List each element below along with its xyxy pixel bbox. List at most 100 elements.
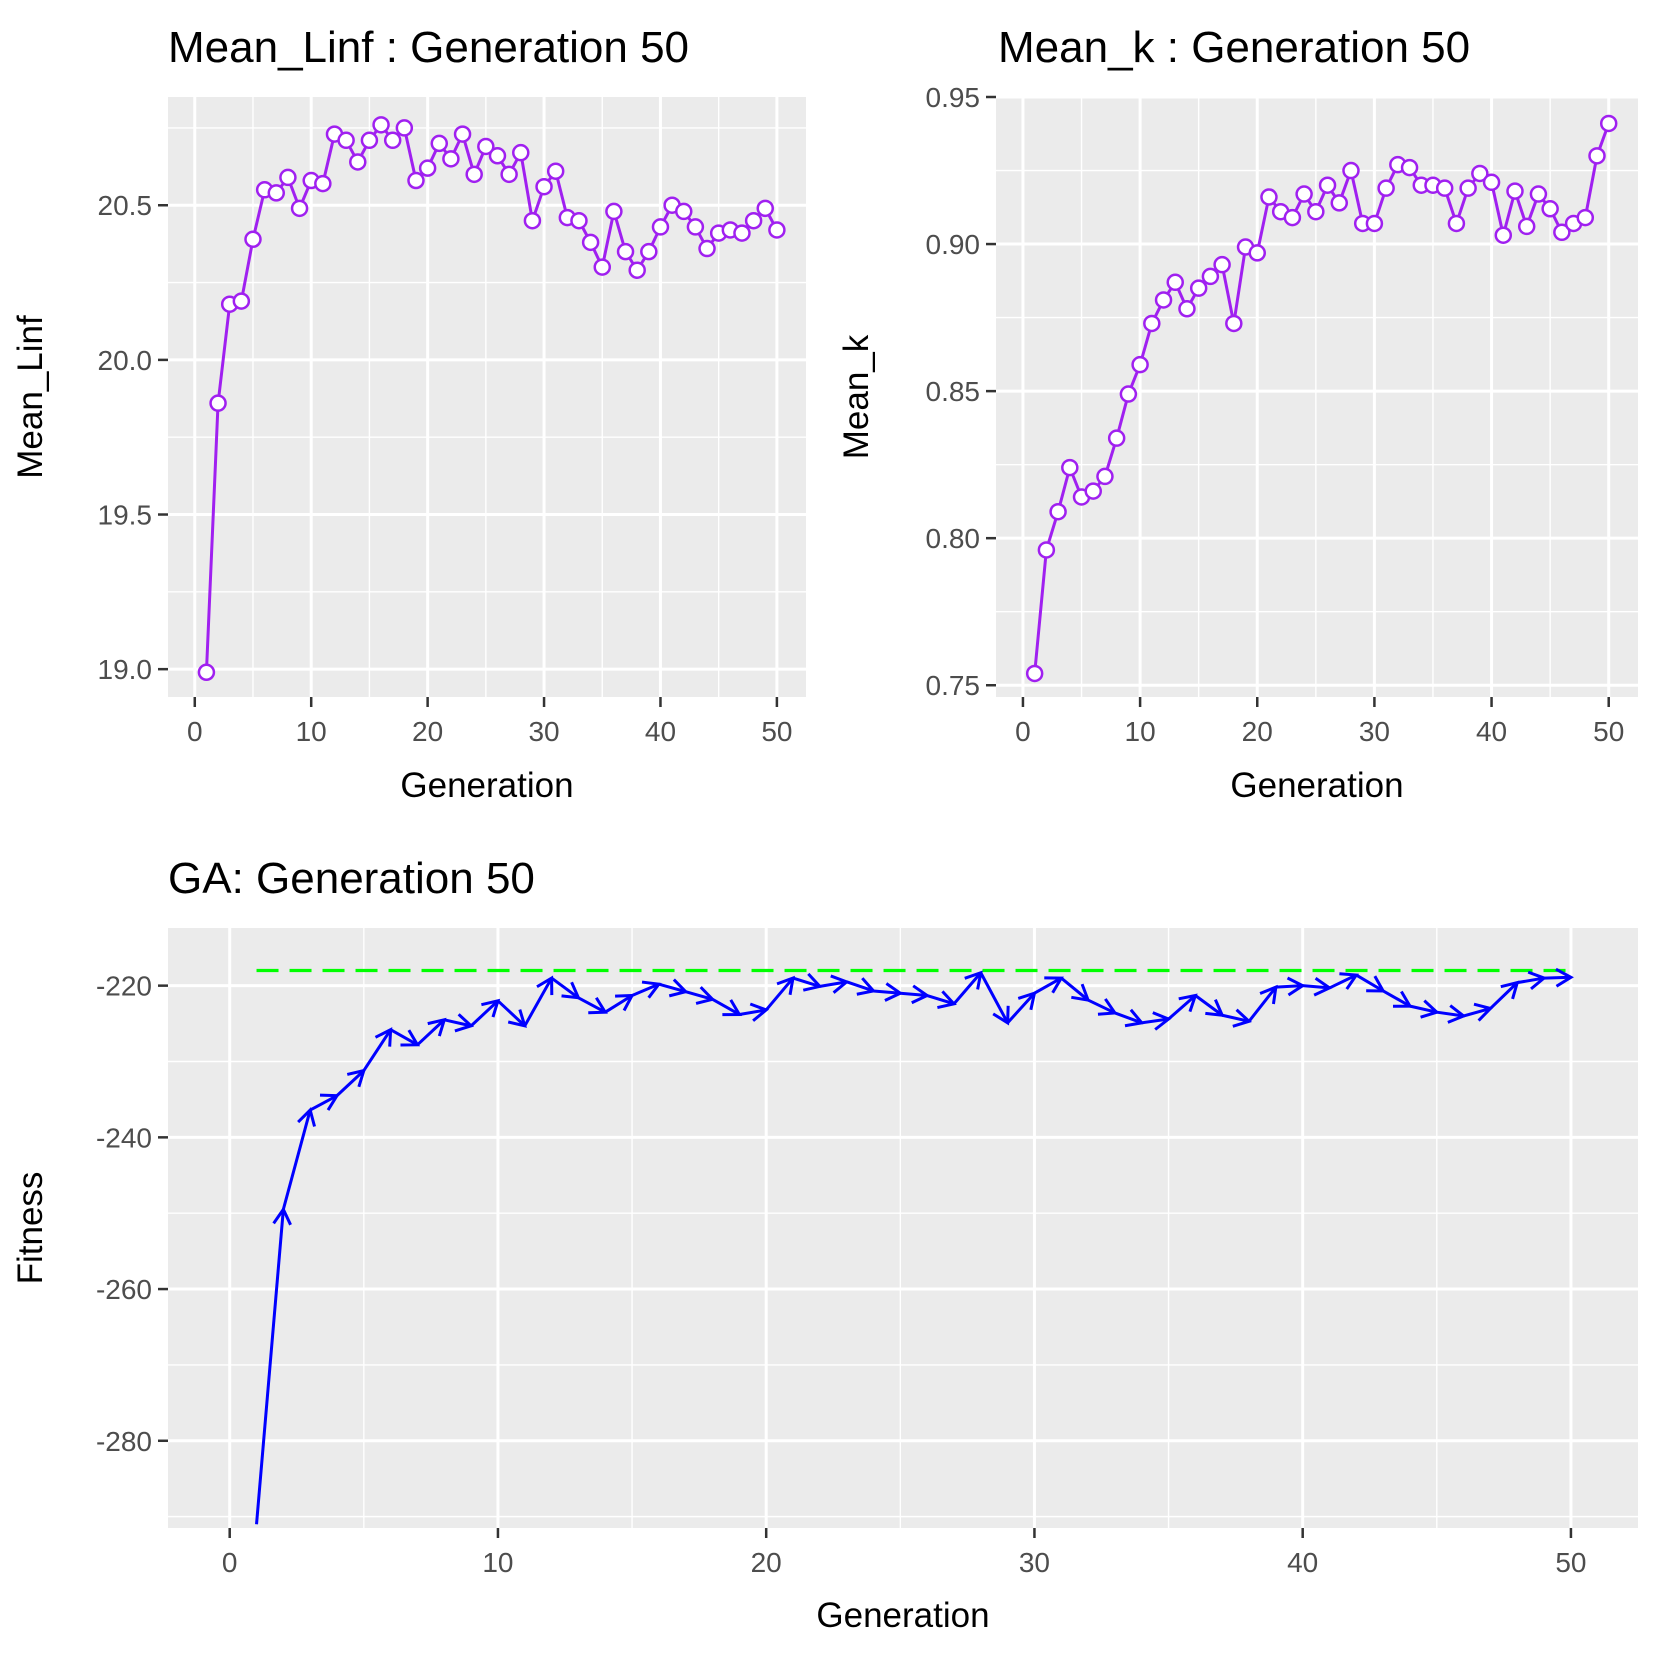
data-point (768, 221, 786, 239)
data-point (593, 258, 612, 276)
x-tick-label: 10 (482, 1547, 513, 1578)
chart-title: Mean_k : Generation 50 (998, 23, 1470, 72)
data-point (383, 131, 402, 150)
data-point (535, 177, 553, 196)
chart-title: GA: Generation 50 (168, 854, 535, 903)
data-point (1599, 114, 1618, 133)
fitness-segment (792, 976, 821, 988)
y-tick-label: -280 (96, 1426, 152, 1457)
data-point (1400, 158, 1419, 177)
data-point (675, 202, 693, 221)
data-point (1061, 458, 1079, 477)
fitness-segment (1544, 975, 1571, 980)
fitness-arrowhead (1555, 967, 1574, 988)
data-point (1248, 244, 1267, 262)
fitness-segment (819, 980, 847, 988)
fitness-segment (739, 1008, 767, 1016)
data-point (1435, 179, 1454, 197)
fitness-segment (1355, 973, 1384, 993)
data-point (1283, 208, 1302, 227)
fitness-segment (309, 1094, 338, 1112)
y-axis-title: Mean_Linf (11, 315, 50, 479)
data-point (1225, 314, 1243, 333)
data-point (1096, 467, 1114, 486)
data-point (628, 261, 646, 279)
x-tick-label: 20 (412, 716, 443, 747)
fitness-segment (1409, 1004, 1438, 1014)
fitness-segment (1221, 1013, 1250, 1023)
fitness-segment (1302, 984, 1330, 990)
y-tick-label: 0.95 (926, 82, 981, 113)
data-point (1318, 176, 1337, 194)
data-point (1494, 226, 1513, 244)
data-point (1143, 314, 1161, 333)
data-point (1213, 255, 1231, 274)
fitness-segment (765, 977, 795, 1011)
fitness-segment (1489, 981, 1519, 1010)
data-point (1189, 279, 1208, 297)
data-point (430, 134, 449, 153)
data-point (360, 131, 379, 150)
data-point (1576, 208, 1595, 227)
x-tick-label: 30 (1019, 1547, 1050, 1578)
data-point (1084, 482, 1102, 500)
data-point (244, 230, 262, 249)
fitness-segment (362, 1028, 392, 1072)
data-point (279, 168, 297, 187)
data-point (337, 131, 355, 150)
data-point (395, 119, 414, 137)
fitness-segment (443, 1018, 472, 1028)
data-point (1107, 429, 1126, 447)
data-point (418, 159, 437, 177)
fitness-segment (952, 971, 982, 1005)
x-tick-label: 10 (296, 716, 327, 747)
data-point (442, 150, 460, 168)
data-point (733, 224, 751, 242)
data-point (1025, 664, 1044, 683)
data-point (1553, 223, 1571, 242)
x-axis-title: Generation (816, 1596, 989, 1635)
fitness-segment (1006, 992, 1036, 1024)
x-axis-title: Generation (1230, 766, 1403, 805)
fitness-segment (281, 1109, 312, 1210)
data-point (488, 147, 507, 165)
fitness-segment (1087, 998, 1116, 1015)
y-tick-label: 0.85 (926, 376, 981, 407)
fitness-segment (1060, 976, 1090, 1002)
data-point (605, 202, 623, 221)
x-tick-label: 20 (751, 1547, 782, 1578)
data-point (407, 171, 425, 190)
panel-mean-k: 0 10 20 30 40 50 0.75 0.80 0.85 0.90 0.95 Mean_k : … (837, 23, 1638, 805)
data-point (209, 394, 227, 412)
data-point (512, 143, 530, 162)
data-point (1447, 214, 1466, 233)
data-point (372, 116, 390, 134)
x-tick-label: 40 (645, 716, 676, 747)
fitness-segment (335, 1069, 365, 1097)
data-point (1377, 179, 1395, 197)
data-point (1037, 541, 1056, 559)
fitness-segment (685, 990, 713, 1001)
panel-mean-linf: 0 10 20 30 40 50 19.0 19.5 20.0 20.5 Mean_Linf : G… (11, 23, 806, 805)
fitness-segment (846, 980, 874, 993)
x-tick-label: 40 (1287, 1547, 1318, 1578)
fitness-segment (1328, 973, 1357, 990)
data-point (1201, 267, 1220, 286)
y-tick-label: -260 (96, 1274, 152, 1305)
x-tick-label: 50 (761, 716, 792, 747)
fitness-segment (631, 982, 660, 997)
y-tick-label: -240 (96, 1122, 152, 1153)
fitness-segment (1436, 1010, 1464, 1018)
fitness-segment (1463, 1006, 1491, 1018)
fitness-arrowhead (1124, 1008, 1145, 1028)
data-point (1049, 502, 1067, 521)
data-point (523, 211, 542, 230)
data-point (1166, 273, 1184, 292)
y-tick-label: 20.5 (98, 190, 153, 221)
fitness-segment (1033, 976, 1063, 995)
y-tick-label: 0.75 (926, 670, 981, 701)
data-point (1342, 161, 1360, 180)
data-point (616, 242, 635, 261)
fitness-segment (1247, 986, 1278, 1023)
fitness-segment (658, 982, 687, 994)
